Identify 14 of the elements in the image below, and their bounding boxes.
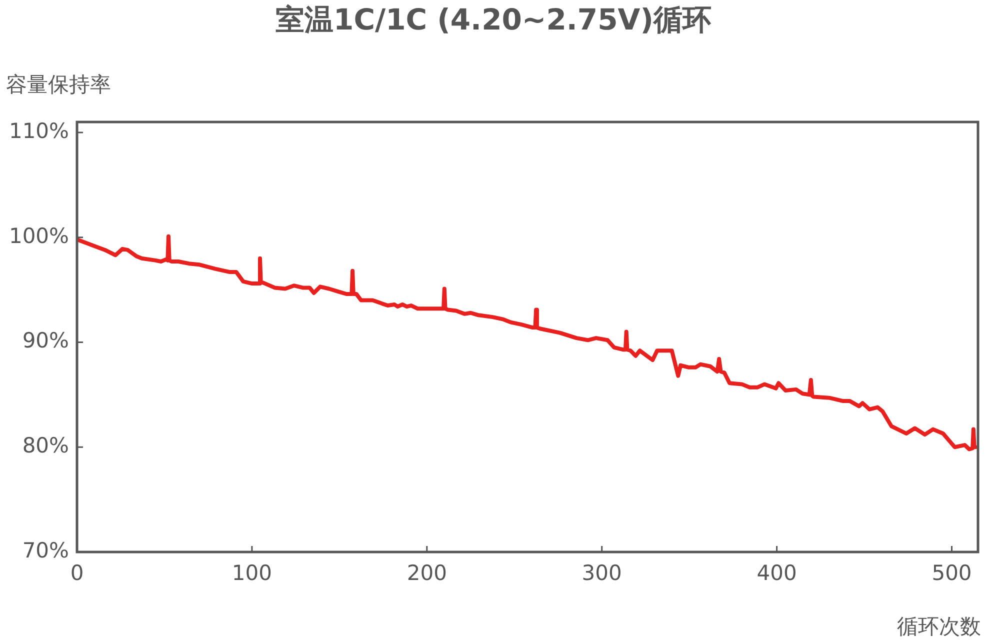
y-tick-label: 80% [22,434,69,458]
x-tick-label: 0 [70,561,84,586]
x-tick-label: 500 [932,561,972,586]
y-tick-label: 70% [22,538,69,562]
x-tick-label: 300 [582,561,622,586]
y-tick-label: 100% [8,224,69,248]
x-tick-label: 100 [232,561,272,586]
x-tick-label: 200 [406,561,447,586]
x-axis-title: 循环次数 [897,614,981,638]
x-tick-label: 400 [756,561,797,586]
y-tick-label: 110% [8,118,69,143]
y-axis-title: 容量保持率 [6,72,111,96]
chart-title: 室温1C/1C (4.20~2.75V)循环 [276,2,712,37]
y-tick-label: 90% [22,328,69,353]
